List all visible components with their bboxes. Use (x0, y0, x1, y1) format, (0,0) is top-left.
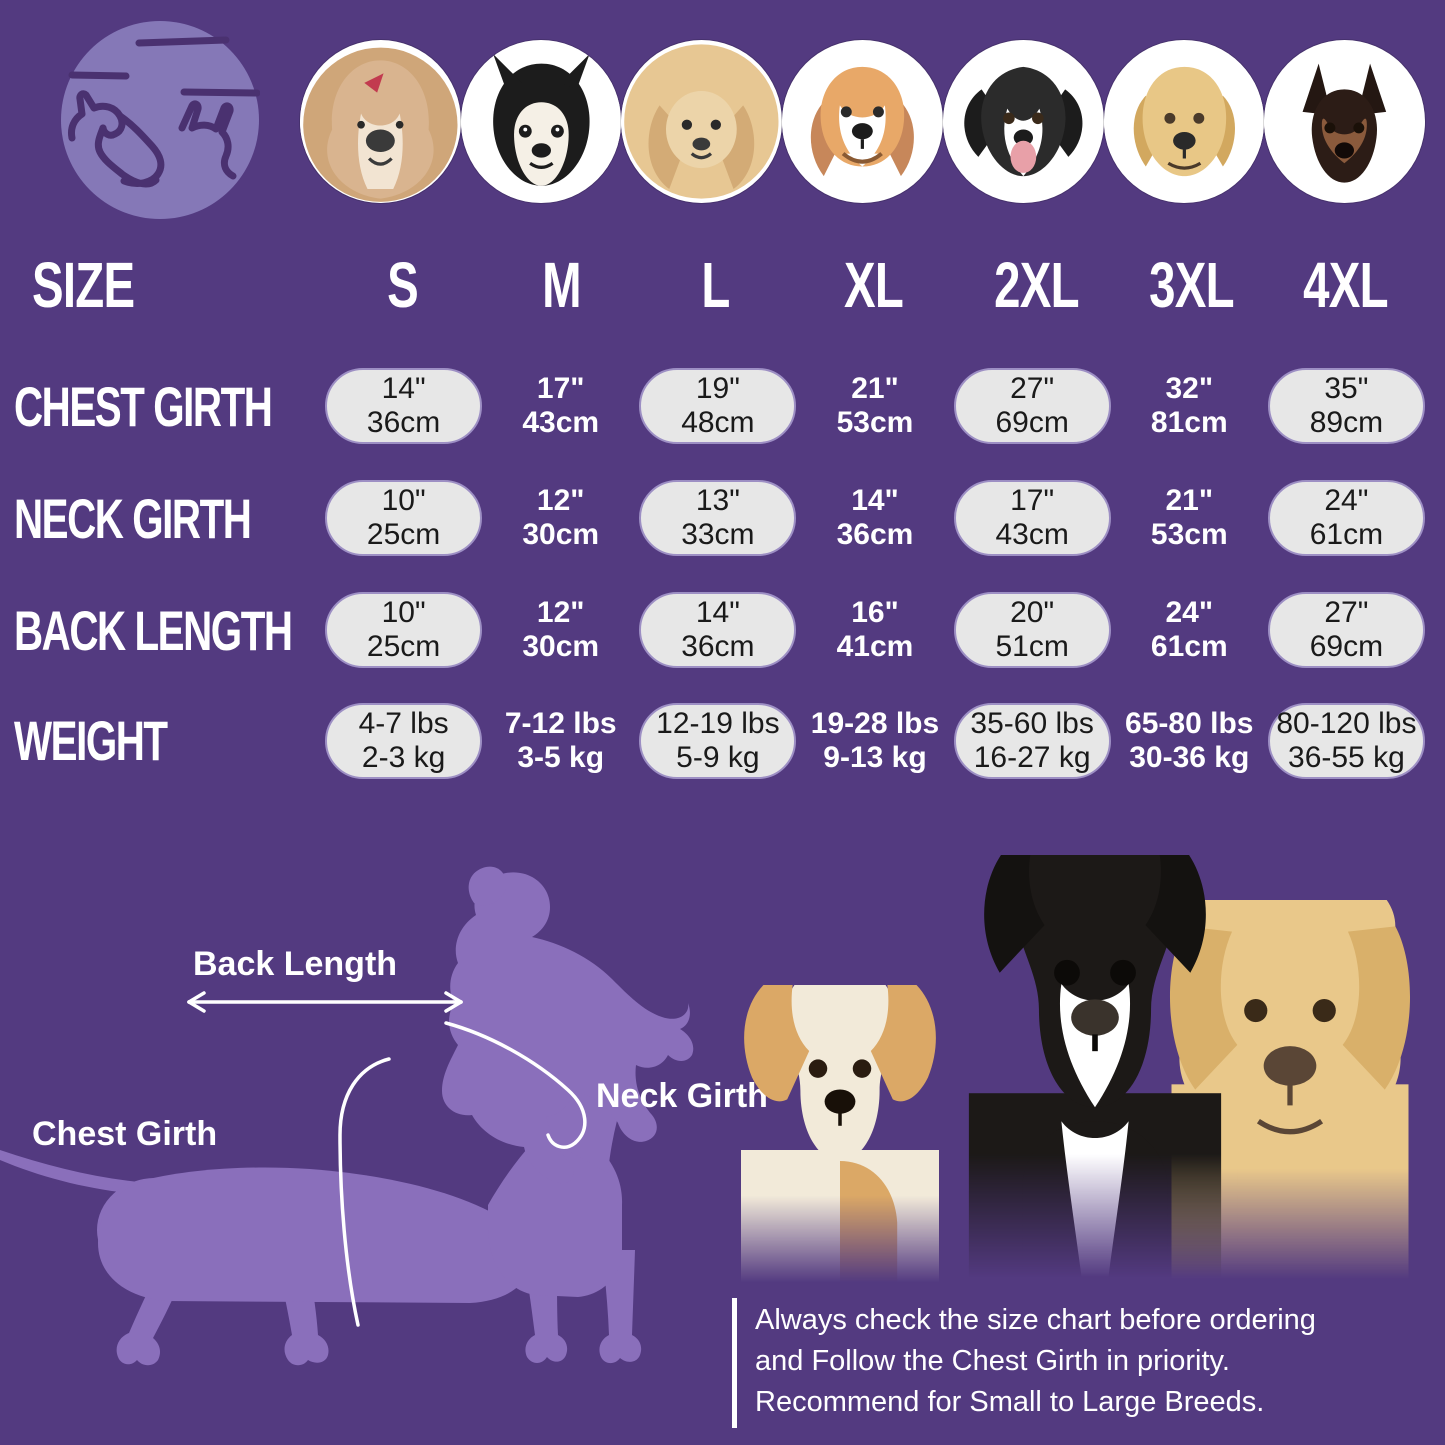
svg-text:Back Length: Back Length (193, 945, 397, 983)
svg-text:Chest Girth: Chest Girth (32, 1115, 217, 1153)
